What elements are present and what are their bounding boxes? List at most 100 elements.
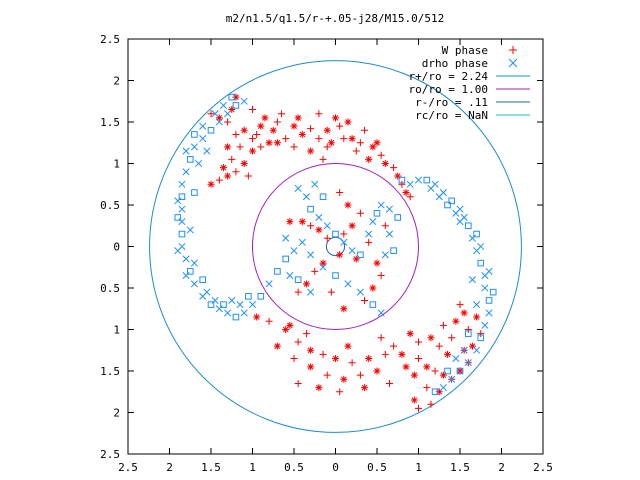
- x-tick-label: 2: [498, 461, 505, 474]
- drho-phase-point: [178, 180, 186, 188]
- w-phase-point: [415, 355, 422, 363]
- drho-phase-point: [190, 143, 198, 151]
- w-phase-point: [286, 218, 294, 226]
- w-phase-point: [315, 110, 323, 118]
- drho-phase-point: [385, 230, 394, 238]
- y-tick-label: 1: [113, 324, 120, 337]
- w-phase-point: [439, 371, 447, 379]
- w-phase-point: [273, 139, 281, 147]
- w-phase-point: [477, 330, 485, 338]
- w-phase-point: [236, 143, 244, 151]
- legend-marker-series-0: [509, 46, 517, 54]
- legend-label-circle-3: rc/ro = NaN: [415, 109, 488, 122]
- drho-phase-point: [182, 147, 190, 155]
- drho-phase-point: [190, 280, 198, 288]
- drho-phase-point: [232, 313, 240, 321]
- w-phase-point: [302, 330, 310, 338]
- w-phase-point: [356, 209, 364, 217]
- w-phase-point: [390, 164, 398, 172]
- w-phase-point: [402, 363, 410, 371]
- w-phase-point: [415, 404, 422, 412]
- w-phase-point: [340, 305, 348, 313]
- w-phase-point: [406, 330, 414, 338]
- w-phase-point: [265, 139, 273, 147]
- drho-phase-point: [298, 238, 306, 246]
- w-phase-point: [294, 338, 302, 346]
- w-phase-point: [323, 126, 331, 134]
- drho-phase-point: [207, 301, 215, 308]
- w-phase-point: [427, 334, 435, 342]
- drho-phase-point: [211, 296, 219, 305]
- drho-phase-point: [274, 268, 281, 275]
- w-phase-point: [240, 160, 248, 167]
- w-phase-point: [406, 193, 414, 201]
- drho-phase-point: [174, 197, 182, 205]
- w-phase-point: [232, 168, 240, 176]
- drho-phase-point: [282, 255, 289, 263]
- x-tick-label: 1: [415, 461, 422, 474]
- w-phase-point: [273, 342, 281, 350]
- chart-title: m2/n1.5/q1.5/r-+.05-j28/M15.0/512: [226, 12, 445, 25]
- drho-phase-point: [307, 251, 315, 259]
- drho-phase-point: [307, 205, 314, 213]
- drho-phase-point: [473, 346, 481, 354]
- w-phase-point: [352, 255, 360, 263]
- drho-phase-point: [286, 271, 294, 280]
- w-phase-point: [415, 338, 422, 346]
- drho-phase-point: [377, 309, 385, 317]
- y-tick-label: 1: [113, 158, 120, 171]
- reference-circle-0: [149, 60, 522, 433]
- drho-phase-point: [232, 102, 240, 109]
- drho-phase-point: [203, 288, 211, 296]
- drho-phase-point: [220, 301, 227, 308]
- w-phase-point: [298, 218, 306, 226]
- drho-phase-point: [464, 359, 472, 367]
- w-phase-point: [348, 135, 356, 143]
- y-tick-label: 0: [113, 241, 120, 254]
- drho-phase-point: [294, 276, 302, 283]
- w-phase-point: [431, 367, 439, 375]
- w-phase-point: [228, 155, 236, 163]
- drho-phase-point: [319, 193, 327, 200]
- y-tick-label: 2: [113, 407, 120, 420]
- w-phase-point: [344, 118, 352, 126]
- w-phase-point: [219, 164, 227, 172]
- w-phase-point: [215, 176, 223, 184]
- x-tick-label: 1.5: [450, 461, 470, 474]
- legend-label-circle-1: ro/ro = 1.00: [409, 83, 488, 96]
- drho-phase-point: [174, 247, 182, 255]
- drho-phase-point: [431, 388, 439, 396]
- drho-phase-point: [369, 218, 377, 226]
- y-tick-label: 1.5: [100, 116, 120, 129]
- drho-phase-point: [302, 193, 311, 201]
- drho-phase-point: [448, 375, 456, 383]
- drho-phase-point: [228, 296, 236, 305]
- w-phase-point: [244, 172, 252, 180]
- drho-phase-point: [465, 330, 472, 337]
- w-phase-point: [307, 147, 315, 155]
- drho-phase-point: [414, 176, 423, 184]
- drho-phase-point: [477, 259, 485, 267]
- w-phase-point: [327, 288, 335, 296]
- drho-phase-point: [224, 110, 232, 118]
- w-phase-point: [224, 143, 232, 151]
- w-phase-point: [315, 135, 323, 143]
- drho-phase-point: [182, 255, 190, 263]
- drho-phase-point: [485, 267, 493, 275]
- drho-phase-point: [307, 288, 315, 296]
- drho-phase-point: [290, 247, 298, 255]
- w-phase-point: [381, 160, 389, 167]
- drho-phase-point: [319, 263, 327, 271]
- w-phase-point: [282, 135, 290, 143]
- drho-phase-point: [215, 118, 223, 126]
- reference-circle-2: [325, 236, 346, 257]
- w-phase-point: [336, 251, 344, 259]
- w-phase-point: [232, 93, 240, 101]
- w-phase-point: [257, 143, 265, 151]
- drho-phase-point: [465, 222, 472, 230]
- w-phase-point: [373, 139, 381, 147]
- w-phase-point: [352, 147, 360, 155]
- x-tick-label: 0.5: [367, 461, 387, 474]
- drho-phase-point: [228, 93, 236, 101]
- drho-phase-point: [323, 222, 331, 230]
